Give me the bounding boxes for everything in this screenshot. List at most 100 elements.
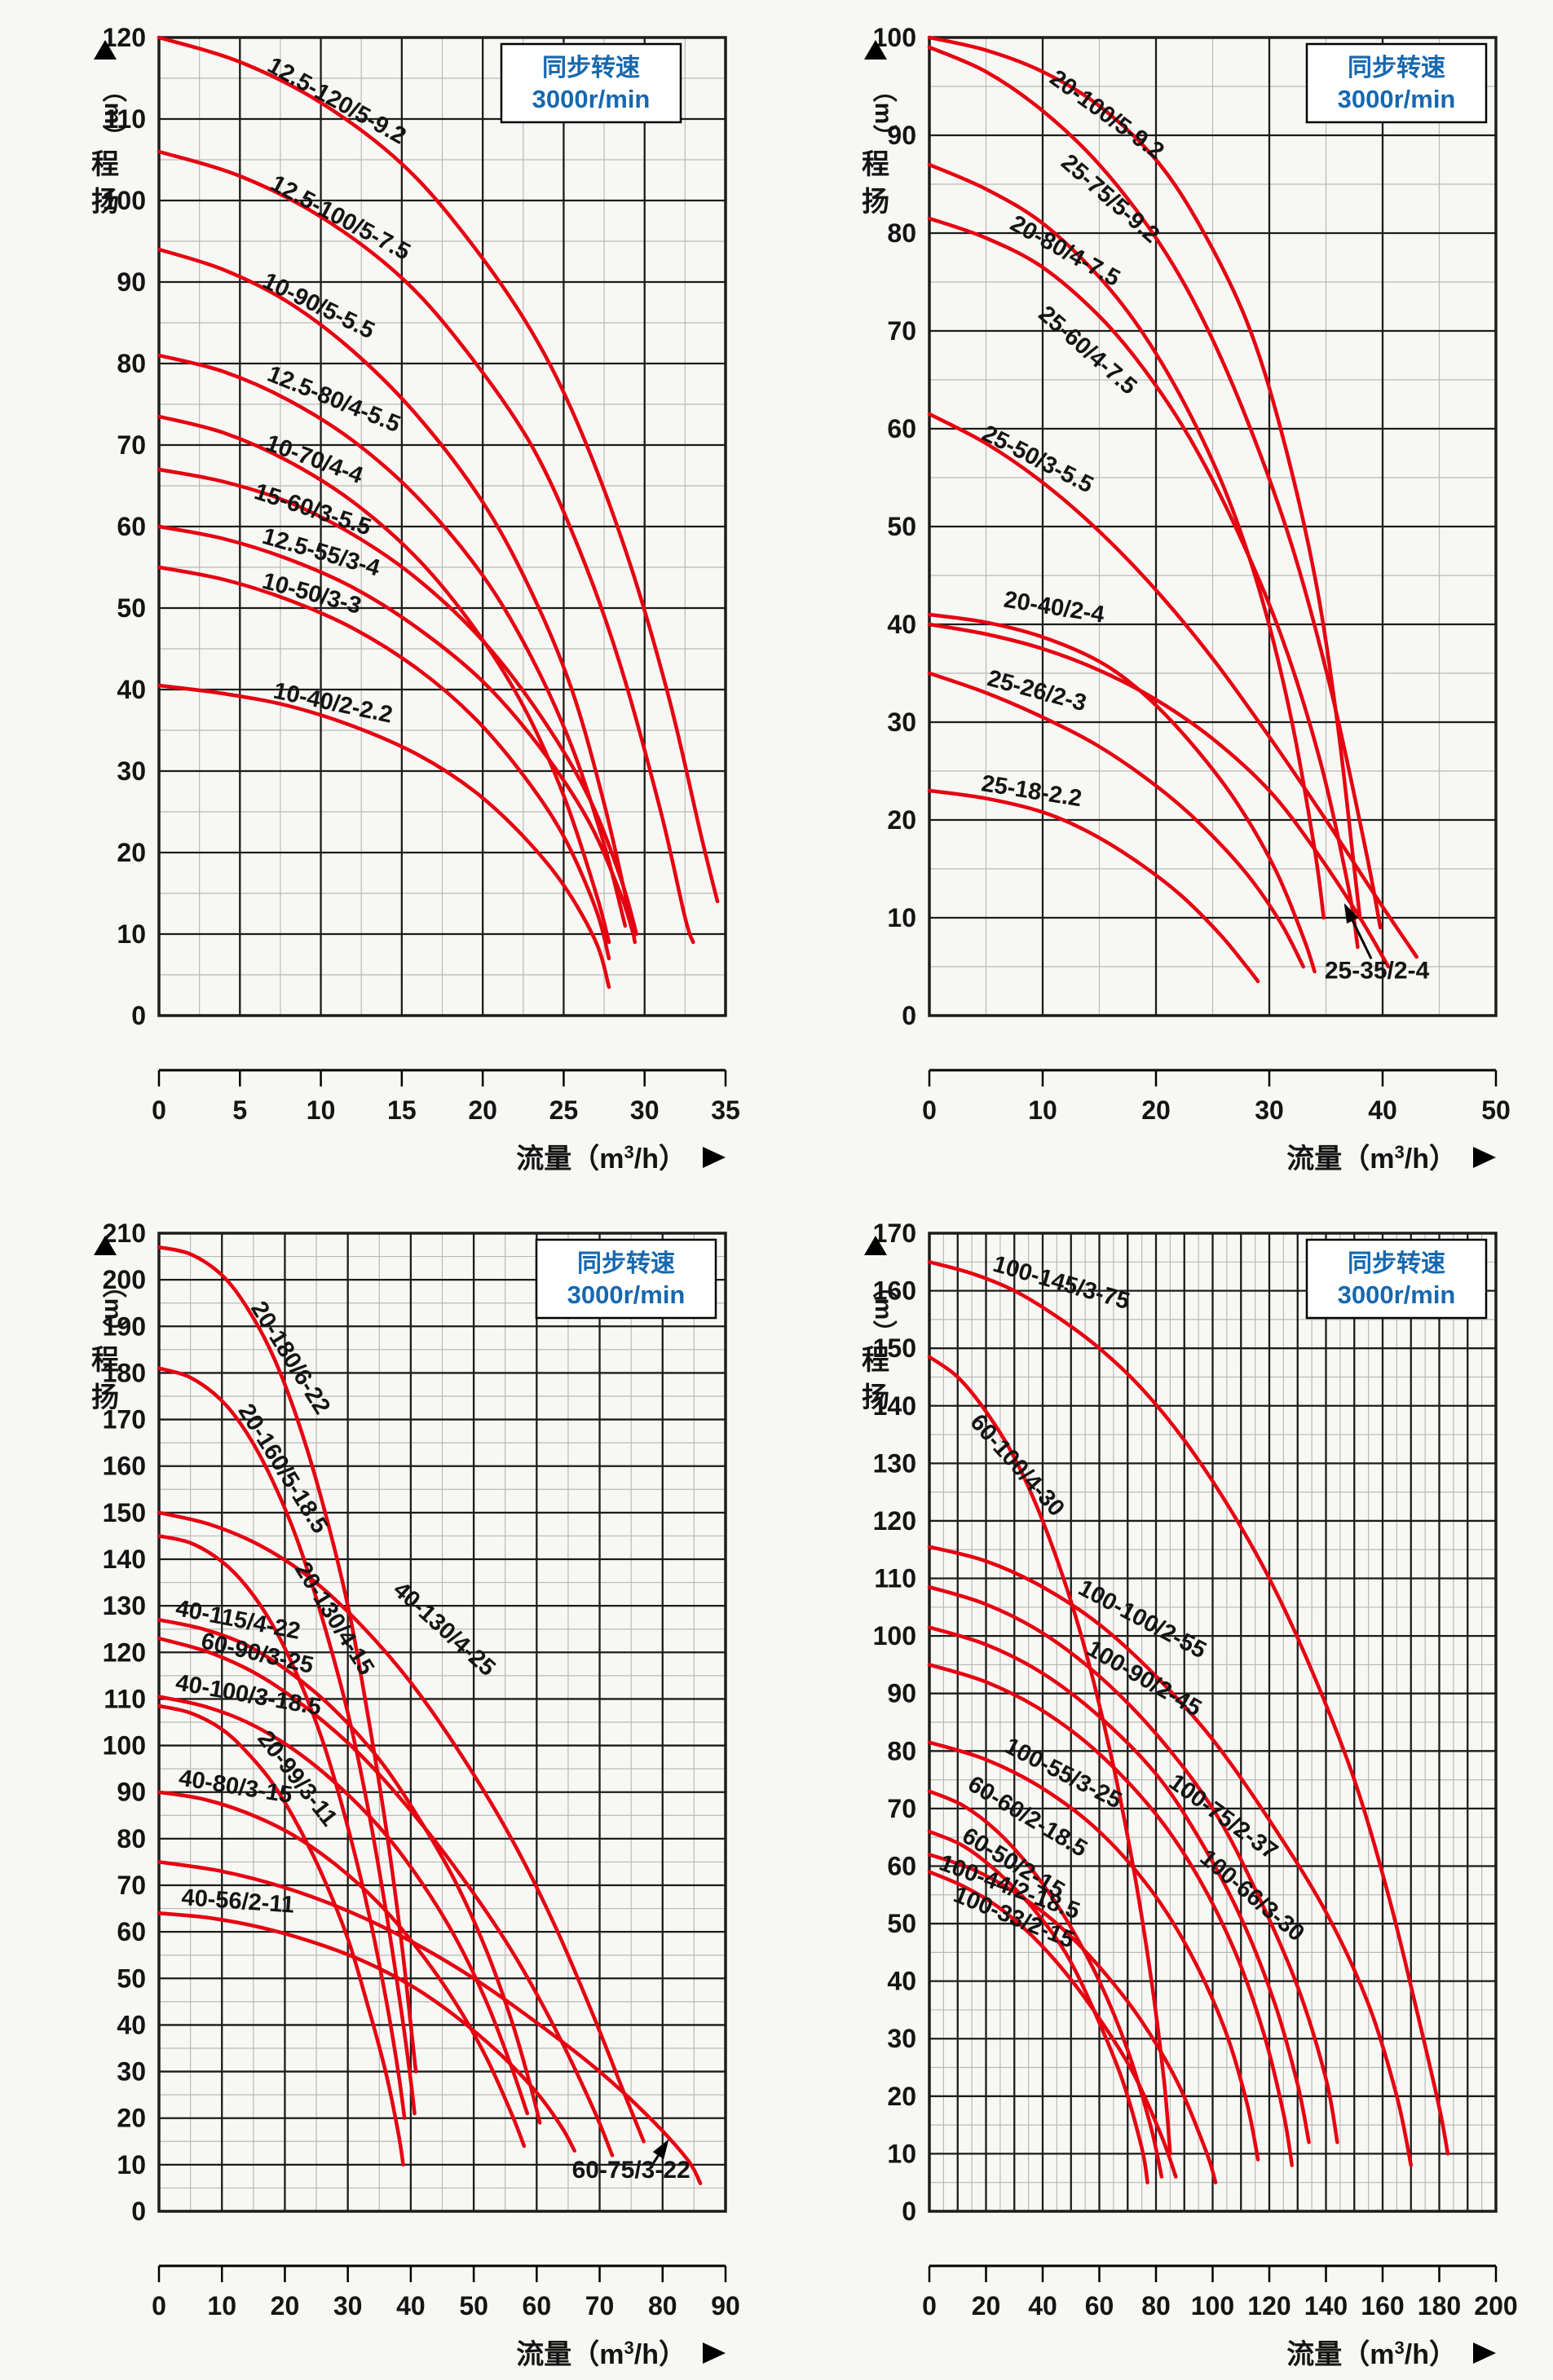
curve-label: 10-50/3-3 <box>259 568 364 619</box>
y-tick-label: 90 <box>117 1778 146 1807</box>
y-tick-label: 30 <box>117 2057 146 2087</box>
x-tick-label: 0 <box>922 2291 937 2320</box>
x-tick-label: 40 <box>396 2291 426 2320</box>
chart-svg-bottom-right: 同步转速3000r/min100-145/3-7560-100/4-30100-… <box>862 1219 1518 2370</box>
chart-svg-bottom-left: 同步转速3000r/min20-180/6-2220-160/5-18.540-… <box>91 1219 740 2370</box>
y-tick-label: 120 <box>103 1637 146 1667</box>
up-arrow-icon <box>94 1236 117 1255</box>
y-axis-title: （m）程扬 <box>862 40 898 218</box>
curve-label: 40-56/2-11 <box>181 1884 296 1919</box>
y-tick-label: 50 <box>117 1964 146 1993</box>
x-tick-label: 60 <box>523 2291 552 2320</box>
pump-curve-100-66/3-30 <box>927 1663 1295 2167</box>
y-tick-label: 10 <box>887 2139 916 2168</box>
x-scale-bar: 0 20 40 60 80 100 120 140 160 180 200 流量（m3/h） <box>922 2264 1518 2370</box>
x-tick-label: 30 <box>630 1095 660 1125</box>
y-tick-label: 150 <box>873 1333 916 1363</box>
y-tick-label: 70 <box>887 1794 916 1823</box>
x-scale-bar: 0 5 10 15 20 25 30 35 流量（m3/h） <box>152 1069 740 1175</box>
y-axis-char: 扬 <box>862 1382 889 1413</box>
speed-box: 同步转速 3000r/min <box>1305 1238 1488 1320</box>
x-tick-label: 10 <box>1028 1095 1057 1125</box>
x-tick-label: 20 <box>1141 1095 1171 1125</box>
y-tick-label: 30 <box>887 707 916 737</box>
speed-box-frame <box>500 42 682 124</box>
y-tick-label: 120 <box>103 23 146 52</box>
y-tick-label: 50 <box>887 1909 916 1938</box>
y-tick-label: 0 <box>131 1001 146 1030</box>
x-tick-label: 0 <box>152 1095 166 1125</box>
y-axis-char: 程 <box>862 149 889 180</box>
grid-major-lines <box>928 1232 1498 2213</box>
pump-curve-20-80/4-7.5 <box>927 162 1326 920</box>
y-tick-label: 170 <box>873 1219 916 1248</box>
x-tick-label: 10 <box>307 1095 336 1125</box>
pump-curve-20-40/2-4 <box>927 612 1317 974</box>
y-axis-title: （m）程扬 <box>91 40 127 218</box>
pump-curve-100-145/3-75 <box>927 1260 1450 2156</box>
pump-curve-100-44/2-18.5 <box>927 1853 1218 2184</box>
curve-label: 40-100/3-18.5 <box>174 1669 323 1721</box>
y-tick-label: 70 <box>887 316 916 346</box>
x-axis-title: 流量（m3/h） <box>516 1142 686 1175</box>
curve-label: 20-80/4-7.5 <box>1006 210 1124 292</box>
y-tick-label: 60 <box>117 1917 146 1946</box>
pump-curve-10-90/5-5.5 <box>157 247 638 945</box>
up-arrow-icon <box>864 1236 887 1255</box>
y-tick-label: 40 <box>887 610 916 639</box>
x-scale-bar: 0 10 20 30 40 50 60 70 80 90 流量（m3/h） <box>152 2264 740 2370</box>
y-tick-label: 50 <box>117 593 146 623</box>
y-tick-label: 90 <box>887 121 916 150</box>
annotation-arrowhead-icon <box>652 2139 669 2159</box>
y-tick-label: 80 <box>887 218 916 248</box>
pump-curve-10-50/3-3 <box>157 565 611 961</box>
pump-curve-25-26/2-3 <box>927 671 1305 969</box>
chart-panel-top-right: 同步转速 3000r/min 20-100/5-9.2 25-75/5-9.2 20-8… <box>823 17 1553 1191</box>
y-tick-label: 110 <box>104 104 146 134</box>
y-tick-label: 20 <box>887 805 916 835</box>
curve-label: 20-100/5-9.2 <box>1045 65 1169 165</box>
y-tick-label: 20 <box>117 838 146 867</box>
pump-curve-40-100/3-18.5 <box>157 1695 530 2116</box>
y-tick-label: 0 <box>902 2197 916 2226</box>
annotation: 25-35/2-4 <box>1325 903 1430 984</box>
x-tick-label: 40 <box>1368 1095 1397 1125</box>
y-tick-label: 170 <box>103 1405 146 1435</box>
x-tick-label: 50 <box>459 2291 488 2320</box>
y-tick-label: 160 <box>873 1276 916 1306</box>
pump-curve-12.5-80/4-5.5 <box>157 353 628 928</box>
x-tick-label: 120 <box>1247 2291 1290 2320</box>
y-tick-labels: 0 10 20 30 40 50 60 70 80 90 100 110 120 <box>103 23 146 1030</box>
speed-box: 同步转速 3000r/min <box>535 1238 717 1320</box>
speed-box: 同步转速 3000r/min <box>1305 42 1488 124</box>
annotation-text: 60-75/3-22 <box>572 2157 690 2184</box>
y-tick-label: 180 <box>103 1358 146 1387</box>
y-tick-label: 100 <box>103 1731 146 1761</box>
y-axis-unit: （m） <box>870 78 898 149</box>
y-tick-label: 10 <box>887 903 916 932</box>
y-axis-char: 扬 <box>862 187 889 218</box>
y-tick-label: 110 <box>874 1564 916 1593</box>
pump-curve-20-130/4-15 <box>157 1534 407 2120</box>
pump-curve-100-100/2-55 <box>927 1545 1414 2167</box>
pump-curve-60-60/2-18.5 <box>927 1789 1164 2179</box>
speed-box-line1: 同步转速 <box>1348 55 1445 82</box>
plot-border <box>928 36 1498 1017</box>
y-tick-label: 80 <box>117 349 146 378</box>
y-axis-char: 程 <box>91 1345 119 1376</box>
y-tick-label: 100 <box>873 23 916 52</box>
pump-curve-100-75/2-37 <box>927 1625 1311 2144</box>
pump-curve-10-70/4-4 <box>157 414 611 945</box>
x-tick-label: 160 <box>1361 2291 1404 2320</box>
y-tick-label: 190 <box>103 1311 146 1341</box>
y-tick-labels: 0 10 20 30 40 50 60 70 80 90 100 110 120 130 140 150 160… <box>873 1219 916 2226</box>
curve-label: 10-90/5-5.5 <box>258 268 378 345</box>
y-tick-label: 210 <box>103 1219 146 1248</box>
y-tick-label: 60 <box>887 414 916 443</box>
pump-curve-100-90/2-45 <box>927 1584 1339 2144</box>
y-axis-unit: （m） <box>99 1274 127 1345</box>
x-tick-label: 15 <box>387 1095 417 1125</box>
y-tick-label: 120 <box>873 1506 916 1536</box>
pump-curves <box>927 35 1418 984</box>
x-tick-label: 90 <box>711 2291 740 2320</box>
